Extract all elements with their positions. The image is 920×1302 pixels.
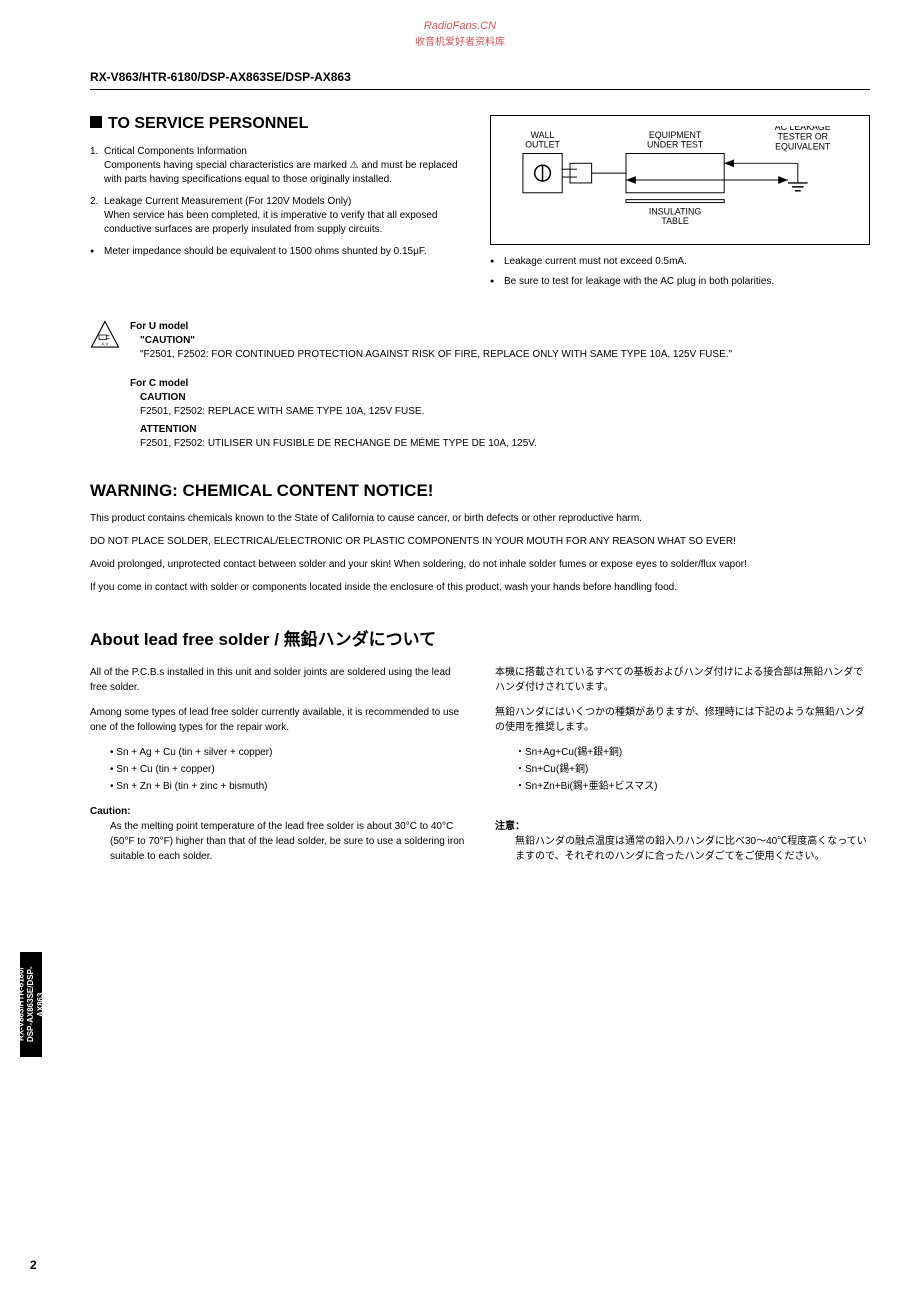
about-left-p2: Among some types of lead free solder cur… — [90, 705, 465, 735]
section-heading: TO SERVICE PERSONNEL — [90, 115, 470, 133]
right-column: WALL OUTLET EQUIPMENT UNDER TEST AC LEAK… — [490, 115, 870, 295]
warning-p4: If you come in contact with solder or co… — [90, 580, 870, 595]
bullet-3: Be sure to test for leakage with the AC … — [490, 275, 870, 289]
caution-label: "CAUTION" — [140, 334, 870, 348]
c-attention-text: F2501, F2502: UTILISER UN FUSIBLE DE REC… — [140, 437, 870, 451]
c-attention-label: ATTENTION — [140, 423, 870, 437]
u-model-caution: A V For U model "CAUTION" "F2501, F2502:… — [90, 320, 870, 362]
about-right-p1: 本機に搭載されているすべての基板およびハンダ付けによる接合部は無鉛ハンダでハンダ… — [495, 665, 870, 695]
header-subtext: 收音机爱好者资料库 — [0, 33, 920, 48]
diagram-svg: WALL OUTLET EQUIPMENT UNDER TEST AC LEAK… — [501, 126, 859, 234]
page-number: 2 — [30, 1258, 37, 1272]
wall-label: WALL — [531, 130, 555, 140]
equip-box — [626, 153, 724, 192]
jp-solder-1: ・Sn+Ag+Cu(錫+銀+銅) — [515, 745, 870, 760]
c-caution-label: CAUTION — [140, 391, 870, 405]
list-item-1: 1.Critical Components Information Compon… — [90, 145, 470, 187]
item-body: When service has been completed, it is i… — [90, 209, 470, 237]
equip-label2: UNDER TEST — [647, 140, 704, 150]
about-caution-label: Caution: — [90, 804, 465, 819]
solder-3: • Sn + Zn + Bi (tin + zinc + bismuth) — [110, 779, 465, 794]
service-personnel-section: TO SERVICE PERSONNEL 1.Critical Componen… — [90, 115, 870, 295]
model-text: RX-V863/HTR-6180/DSP-AX863SE/DSP-AX863 — [90, 70, 351, 84]
title-separator — [90, 89, 870, 90]
warning-body: This product contains chemicals known to… — [90, 511, 870, 595]
jp-caution-label: 注意： — [495, 819, 870, 834]
side-tab: RX-V863/HTR-6180/ DSP-AX863SE/DSP-AX863 — [20, 952, 42, 1057]
jp-solder-2: ・Sn+Cu(錫+銅) — [515, 762, 870, 777]
caution-text: "F2501, F2502: FOR CONTINUED PROTECTION … — [140, 348, 870, 362]
about-columns: All of the P.C.B.s installed in this uni… — [90, 665, 870, 864]
leakage-diagram: WALL OUTLET EQUIPMENT UNDER TEST AC LEAK… — [490, 115, 870, 245]
plug-box — [570, 163, 592, 183]
warning-p2: DO NOT PLACE SOLDER, ELECTRICAL/ELECTRON… — [90, 534, 870, 549]
c-model-title: For C model — [130, 377, 870, 391]
c-caution-text: F2501, F2502: REPLACE WITH SAME TYPE 10A… — [140, 405, 870, 419]
solder-1: • Sn + Ag + Cu (tin + silver + copper) — [110, 745, 465, 760]
warning-heading: WARNING: CHEMICAL CONTENT NOTICE! — [90, 481, 870, 501]
jp-solder-list: ・Sn+Ag+Cu(錫+銀+銅) ・Sn+Cu(錫+銅) ・Sn+Zn+Bi(錫… — [515, 745, 870, 794]
about-heading: About lead free solder / 無鉛ハンダについて — [90, 625, 870, 650]
equip-label1: EQUIPMENT — [649, 130, 702, 140]
caution-content: For U model "CAUTION" "F2501, F2502: FOR… — [130, 320, 870, 362]
jp-solder-3: ・Sn+Zn+Bi(錫+亜鉛+ビスマス) — [515, 779, 870, 794]
c-model-caution: For C model CAUTION F2501, F2502: REPLAC… — [130, 377, 870, 451]
black-square-icon — [90, 116, 102, 128]
about-left-col: All of the P.C.B.s installed in this uni… — [90, 665, 465, 864]
item-title: Leakage Current Measurement (For 120V Mo… — [104, 196, 351, 207]
warning-triangle-icon: A V — [90, 320, 120, 350]
jp-caution-text: 無鉛ハンダの融点温度は通常の鉛入りハンダに比べ30〜40℃程度高くなっていますの… — [515, 834, 870, 864]
header-website: RadioFans.CN — [0, 20, 920, 32]
arrow-head3 — [778, 176, 788, 184]
heading-text: TO SERVICE PERSONNEL — [108, 115, 308, 132]
item-num: 1. — [90, 145, 104, 159]
solder-list: • Sn + Ag + Cu (tin + silver + copper) •… — [110, 745, 465, 794]
about-right-p2: 無鉛ハンダにはいくつかの種類がありますが、修理時には下記のような無鉛ハンダの使用… — [495, 705, 870, 735]
outlet-label: OUTLET — [525, 140, 560, 150]
svg-text:A V: A V — [101, 342, 108, 347]
item-body: Components having special characteristic… — [90, 159, 470, 187]
table-label1: INSULATING — [649, 206, 701, 216]
tester-label2: TESTER OR — [777, 132, 828, 142]
tester-label3: EQUIVALENT — [775, 142, 831, 152]
about-right-col: 本機に搭載されているすべての基板およびハンダ付けによる接合部は無鉛ハンダでハンダ… — [495, 665, 870, 864]
table-top — [626, 200, 724, 203]
about-left-p1: All of the P.C.B.s installed in this uni… — [90, 665, 465, 695]
warning-p1: This product contains chemicals known to… — [90, 511, 870, 526]
table-label2: TABLE — [661, 216, 688, 226]
left-column: TO SERVICE PERSONNEL 1.Critical Componen… — [90, 115, 470, 295]
item-num: 2. — [90, 195, 104, 209]
arrow-head2 — [626, 176, 636, 184]
bullet-1: Meter impedance should be equivalent to … — [90, 245, 470, 259]
about-caution-text: As the melting point temperature of the … — [110, 819, 465, 864]
u-model-title: For U model — [130, 320, 870, 334]
warning-p3: Avoid prolonged, unprotected contact bet… — [90, 557, 870, 572]
arrow-head1 — [724, 159, 734, 167]
solder-2: • Sn + Cu (tin + copper) — [110, 762, 465, 777]
bullet-2: Leakage current must not exceed 0.5mA. — [490, 255, 870, 269]
item-title: Critical Components Information — [104, 146, 247, 157]
list-item-2: 2.Leakage Current Measurement (For 120V … — [90, 195, 470, 237]
